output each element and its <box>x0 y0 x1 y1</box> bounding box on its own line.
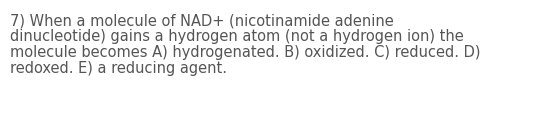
Text: molecule becomes A) hydrogenated. B) oxidized. C) reduced. D): molecule becomes A) hydrogenated. B) oxi… <box>10 45 480 60</box>
Text: 7) When a molecule of NAD+ (nicotinamide adenine: 7) When a molecule of NAD+ (nicotinamide… <box>10 14 394 29</box>
Text: redoxed. E) a reducing agent.: redoxed. E) a reducing agent. <box>10 60 227 75</box>
Text: dinucleotide) gains a hydrogen atom (not a hydrogen ion) the: dinucleotide) gains a hydrogen atom (not… <box>10 29 464 44</box>
